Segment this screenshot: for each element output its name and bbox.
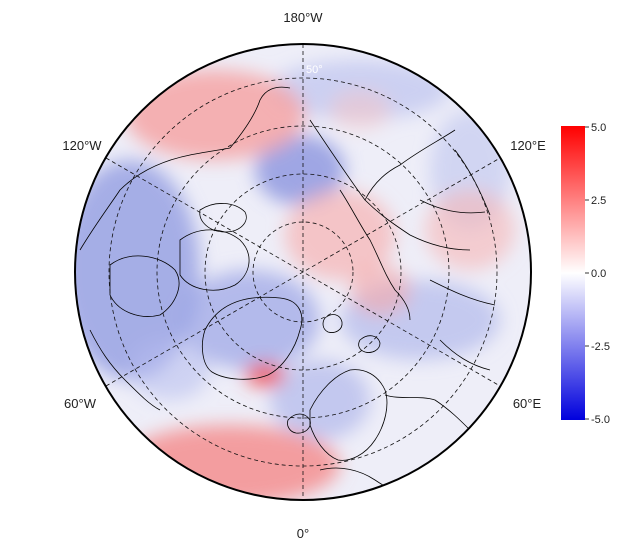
coastlines	[79, 86, 496, 500]
colorbar-tick-label: -2.5	[591, 341, 610, 353]
graticule	[105, 44, 501, 500]
lon-label-upper-right: 120°E	[510, 138, 546, 153]
colorbar: 5.0 2.5 0.0 -2.5 -5.0	[561, 122, 610, 426]
latitude-label: 50°	[306, 64, 323, 76]
lon-label-lower-right: 60°E	[513, 396, 542, 411]
lon-label-lower-left: 60°W	[64, 396, 97, 411]
colorbar-gradient	[561, 126, 585, 420]
map-boundary	[74, 43, 532, 501]
lon-label-bottom: 0°	[297, 526, 309, 541]
colorbar-tick-label: 0.0	[591, 268, 606, 280]
lon-label-top: 180°W	[283, 10, 323, 25]
anomaly-field: 50°	[75, 44, 531, 500]
colorbar-tick-label: 5.0	[591, 122, 606, 134]
colorbar-tick-label: -5.0	[591, 414, 610, 426]
colorbar-tick-label: 2.5	[591, 195, 606, 207]
lon-label-upper-left: 120°W	[62, 138, 102, 153]
